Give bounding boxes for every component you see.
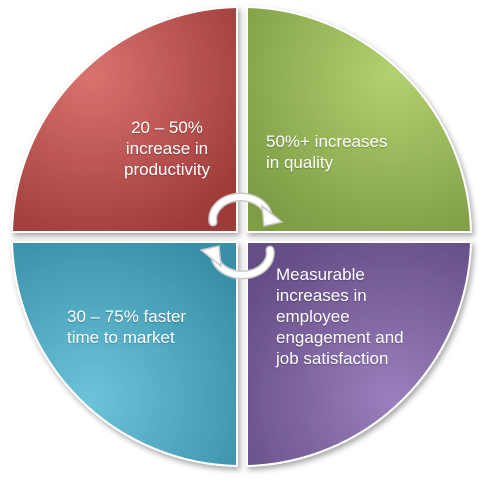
label-productivity: 20 – 50% increase in productivity [92,117,242,180]
label-line: employee [276,307,350,326]
quadrant-engagement [246,241,473,468]
label-engagement: Measurable increases in employee engagem… [276,264,446,369]
label-line: 50%+ increases [266,132,388,151]
label-line: 30 – 75% faster [67,307,187,326]
quadrant-quality [246,5,473,233]
label-line: time to market [67,328,175,347]
label-time-to-market: 30 – 75% faster time to market [67,306,227,348]
label-line: increase in [125,139,209,158]
label-line: 20 – 50% [131,118,203,137]
cycle-arrows-icon [199,192,284,280]
label-line: job satisfaction [276,349,389,368]
label-quality: 50%+ increases in quality [266,131,416,173]
label-line: productivity [124,160,210,179]
quadrant-productivity [10,5,238,233]
label-line: increases in [276,286,367,305]
label-line: in quality [266,153,334,172]
label-line: Measurable [276,265,365,284]
label-line: engagement and [276,328,404,347]
quadrant-time-to-market [10,241,238,468]
